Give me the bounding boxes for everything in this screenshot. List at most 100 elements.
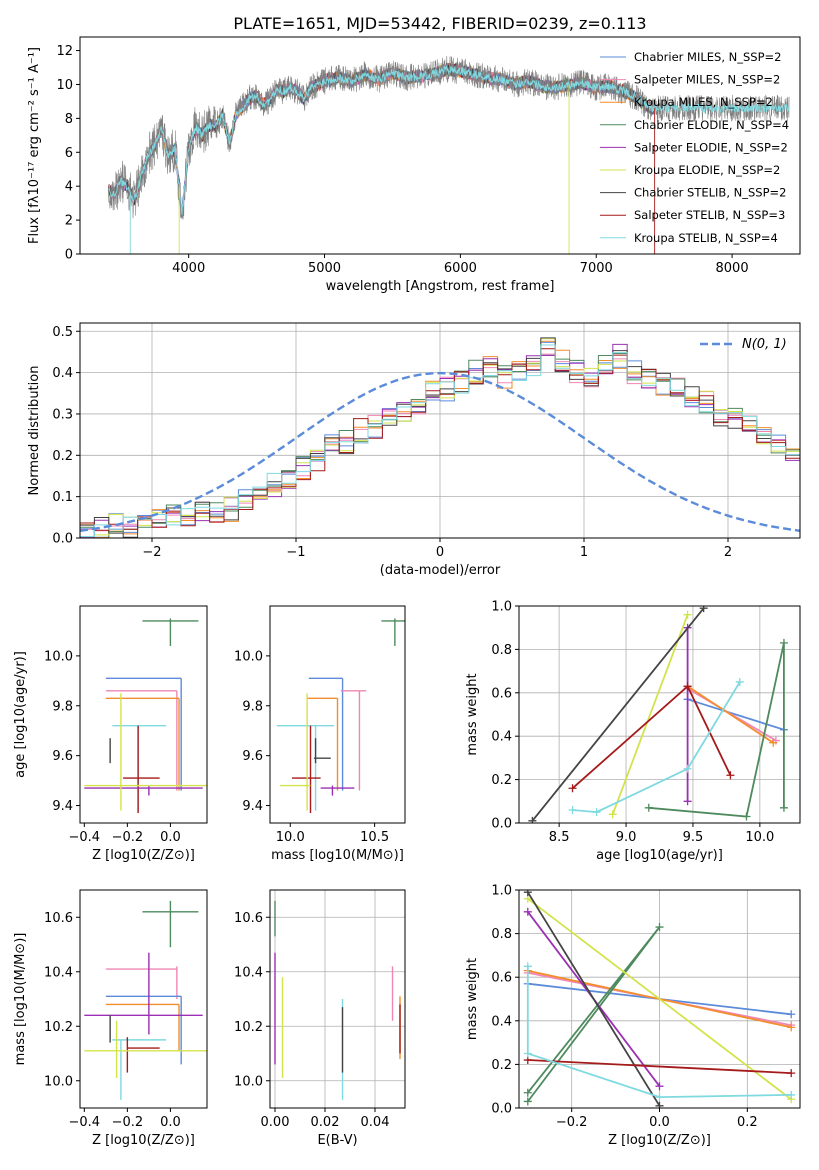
legend-label-salpeter_miles: Salpeter MILES, N_SSP=2 [634, 73, 780, 87]
histogram-kroupa_stelib [80, 344, 800, 537]
y-axis-label: mass weight [465, 958, 480, 1040]
y-tick-label: 0.6 [491, 686, 512, 701]
x-tick-label: −0.2 [112, 830, 144, 845]
y-axis-label: mass weight [465, 673, 480, 755]
x-tick-label: 8.5 [549, 830, 570, 845]
plot-area [80, 337, 800, 538]
y-tick-label: 0.2 [52, 449, 73, 464]
x-axis-label: wavelength [Angstrom, rest frame] [326, 279, 555, 294]
y-tick-label: 9.4 [242, 799, 263, 814]
x-tick-label: −2 [142, 545, 161, 560]
x-tick-label: 7000 [580, 261, 613, 276]
weight-line-chabrier_miles [687, 698, 785, 731]
histogram-salpeter_elodie [80, 343, 800, 538]
weight-marker-chabrier_elodie [779, 803, 788, 812]
y-tick-label: 0.2 [491, 773, 512, 788]
weight-line-kroupa_stelib [572, 681, 741, 814]
axes-frame [269, 889, 406, 1109]
legend-label-chabrier_miles: Chabrier MILES, N_SSP=2 [634, 50, 781, 64]
y-axis-label: Normed distribution [27, 366, 42, 496]
legend-label-normal: N(0, 1) [742, 337, 787, 352]
x-tick-label: 5000 [308, 261, 341, 276]
legend-label-kroupa_miles: Kroupa MILES, N_SSP=2 [634, 95, 773, 109]
weight-marker-chabrier_elodie [655, 923, 664, 932]
x-tick-label: 0.0 [160, 1115, 181, 1130]
y-tick-label: 10.4 [44, 965, 73, 980]
weight-line-salpeter_stelib [527, 1059, 792, 1074]
weight-line-kroupa_miles [687, 685, 774, 744]
y-tick-label: 4 [65, 180, 73, 195]
x-tick-label: 4000 [172, 261, 205, 276]
axes-frame [79, 889, 208, 1109]
y-tick-label: 10.2 [44, 1020, 73, 1035]
y-tick-label: 0.0 [52, 532, 73, 547]
y-tick-label: 9.4 [52, 799, 73, 814]
y-tick-label: 0.1 [52, 490, 73, 505]
weight-marker-chabrier_elodie [644, 803, 653, 812]
x-axis-label: (data-model)/error [380, 563, 501, 578]
plot-area [276, 618, 405, 814]
weight-marker-kroupa_stelib [523, 962, 532, 971]
legend-label-chabrier_stelib: Chabrier STELIB, N_SSP=2 [634, 186, 786, 200]
histogram-salpeter_stelib [80, 348, 800, 531]
y-tick-label: 6 [65, 146, 73, 161]
weight-marker-salpeter_elodie [523, 907, 532, 916]
weight-line-kroupa_stelib [526, 966, 792, 1099]
legend-label-chabrier_elodie: Chabrier ELODIE, N_SSP=4 [634, 118, 789, 132]
x-tick-label: 10.0 [745, 830, 774, 845]
x-axis-label: Z [log10(Z/Z⊙)] [608, 1133, 711, 1148]
plot-area [523, 890, 796, 1108]
y-tick-label: 9.8 [52, 699, 73, 714]
weight-line-kroupa_elodie [527, 897, 792, 1101]
weight-marker-kroupa_miles [769, 738, 778, 747]
weight-marker-chabrier_stelib [699, 606, 708, 613]
legend-label-kroupa_stelib: Kroupa STELIB, N_SSP=4 [634, 231, 778, 245]
normal-curve [80, 371, 800, 532]
axes-frame [79, 605, 208, 824]
weight-marker-chabrier_stelib [655, 1101, 664, 1108]
weight-marker-salpeter_elodie [683, 797, 692, 806]
x-tick-label: 0.2 [737, 1115, 758, 1130]
weight-marker-chabrier_miles [787, 1010, 796, 1019]
x-tick-label: 10.0 [276, 830, 305, 845]
x-tick-label: −0.2 [556, 1115, 588, 1130]
x-tick-label: 0.02 [311, 1115, 340, 1130]
x-tick-label: −0.4 [69, 830, 101, 845]
figure-title: PLATE=1651, MJD=53442, FIBERID=0239, z=0… [233, 14, 646, 33]
histogram-salpeter_miles [80, 353, 800, 532]
y-tick-label: 0.8 [491, 643, 512, 658]
y-tick-label: 0.2 [491, 1058, 512, 1073]
weight-marker-kroupa_stelib [787, 1090, 796, 1099]
y-tick-label: 0.3 [52, 407, 73, 422]
histogram-chabrier_stelib [80, 337, 800, 538]
weight-marker-kroupa_stelib [568, 805, 577, 814]
plot-area [84, 618, 207, 814]
y-tick-label: 0 [65, 248, 73, 263]
weight-line-kroupa_elodie [611, 614, 689, 815]
axes-age_vs_Z: −0.4 −0.2 0.0 9.4 9.6 9.8 10.0 Z [log10(Z/Z⊙)] a… [13, 605, 208, 863]
weight-marker-chabrier_elodie [742, 812, 751, 821]
y-tick-label: 1.0 [491, 884, 512, 899]
weight-marker-chabrier_stelib [523, 890, 532, 897]
histogram-kroupa_elodie [80, 338, 800, 537]
axes-frame [518, 605, 801, 824]
x-tick-label: −0.2 [112, 1115, 144, 1130]
weight-marker-chabrier_elodie [523, 1088, 532, 1097]
y-tick-label: 10.6 [44, 911, 73, 926]
legend-label-kroupa_elodie: Kroupa ELODIE, N_SSP=2 [634, 163, 780, 177]
weight-marker-kroupa_stelib [735, 677, 744, 686]
weight-marker-kroupa_stelib [683, 764, 692, 773]
y-tick-label: 1.0 [491, 600, 512, 615]
x-tick-label: 0.04 [361, 1115, 390, 1130]
y-tick-label: 0.4 [52, 366, 73, 381]
y-tick-label: 0.8 [491, 927, 512, 942]
x-tick-label: 1 [580, 545, 588, 560]
weight-marker-kroupa_stelib [655, 1093, 664, 1102]
y-tick-label: 10.2 [234, 1020, 263, 1035]
legend-label-salpeter_stelib: Salpeter STELIB, N_SSP=3 [634, 208, 785, 222]
x-tick-label: 0.0 [160, 830, 181, 845]
y-tick-label: 10.6 [234, 911, 263, 926]
y-tick-label: 0.4 [491, 1014, 512, 1029]
weight-marker-chabrier_elodie [523, 1097, 532, 1106]
